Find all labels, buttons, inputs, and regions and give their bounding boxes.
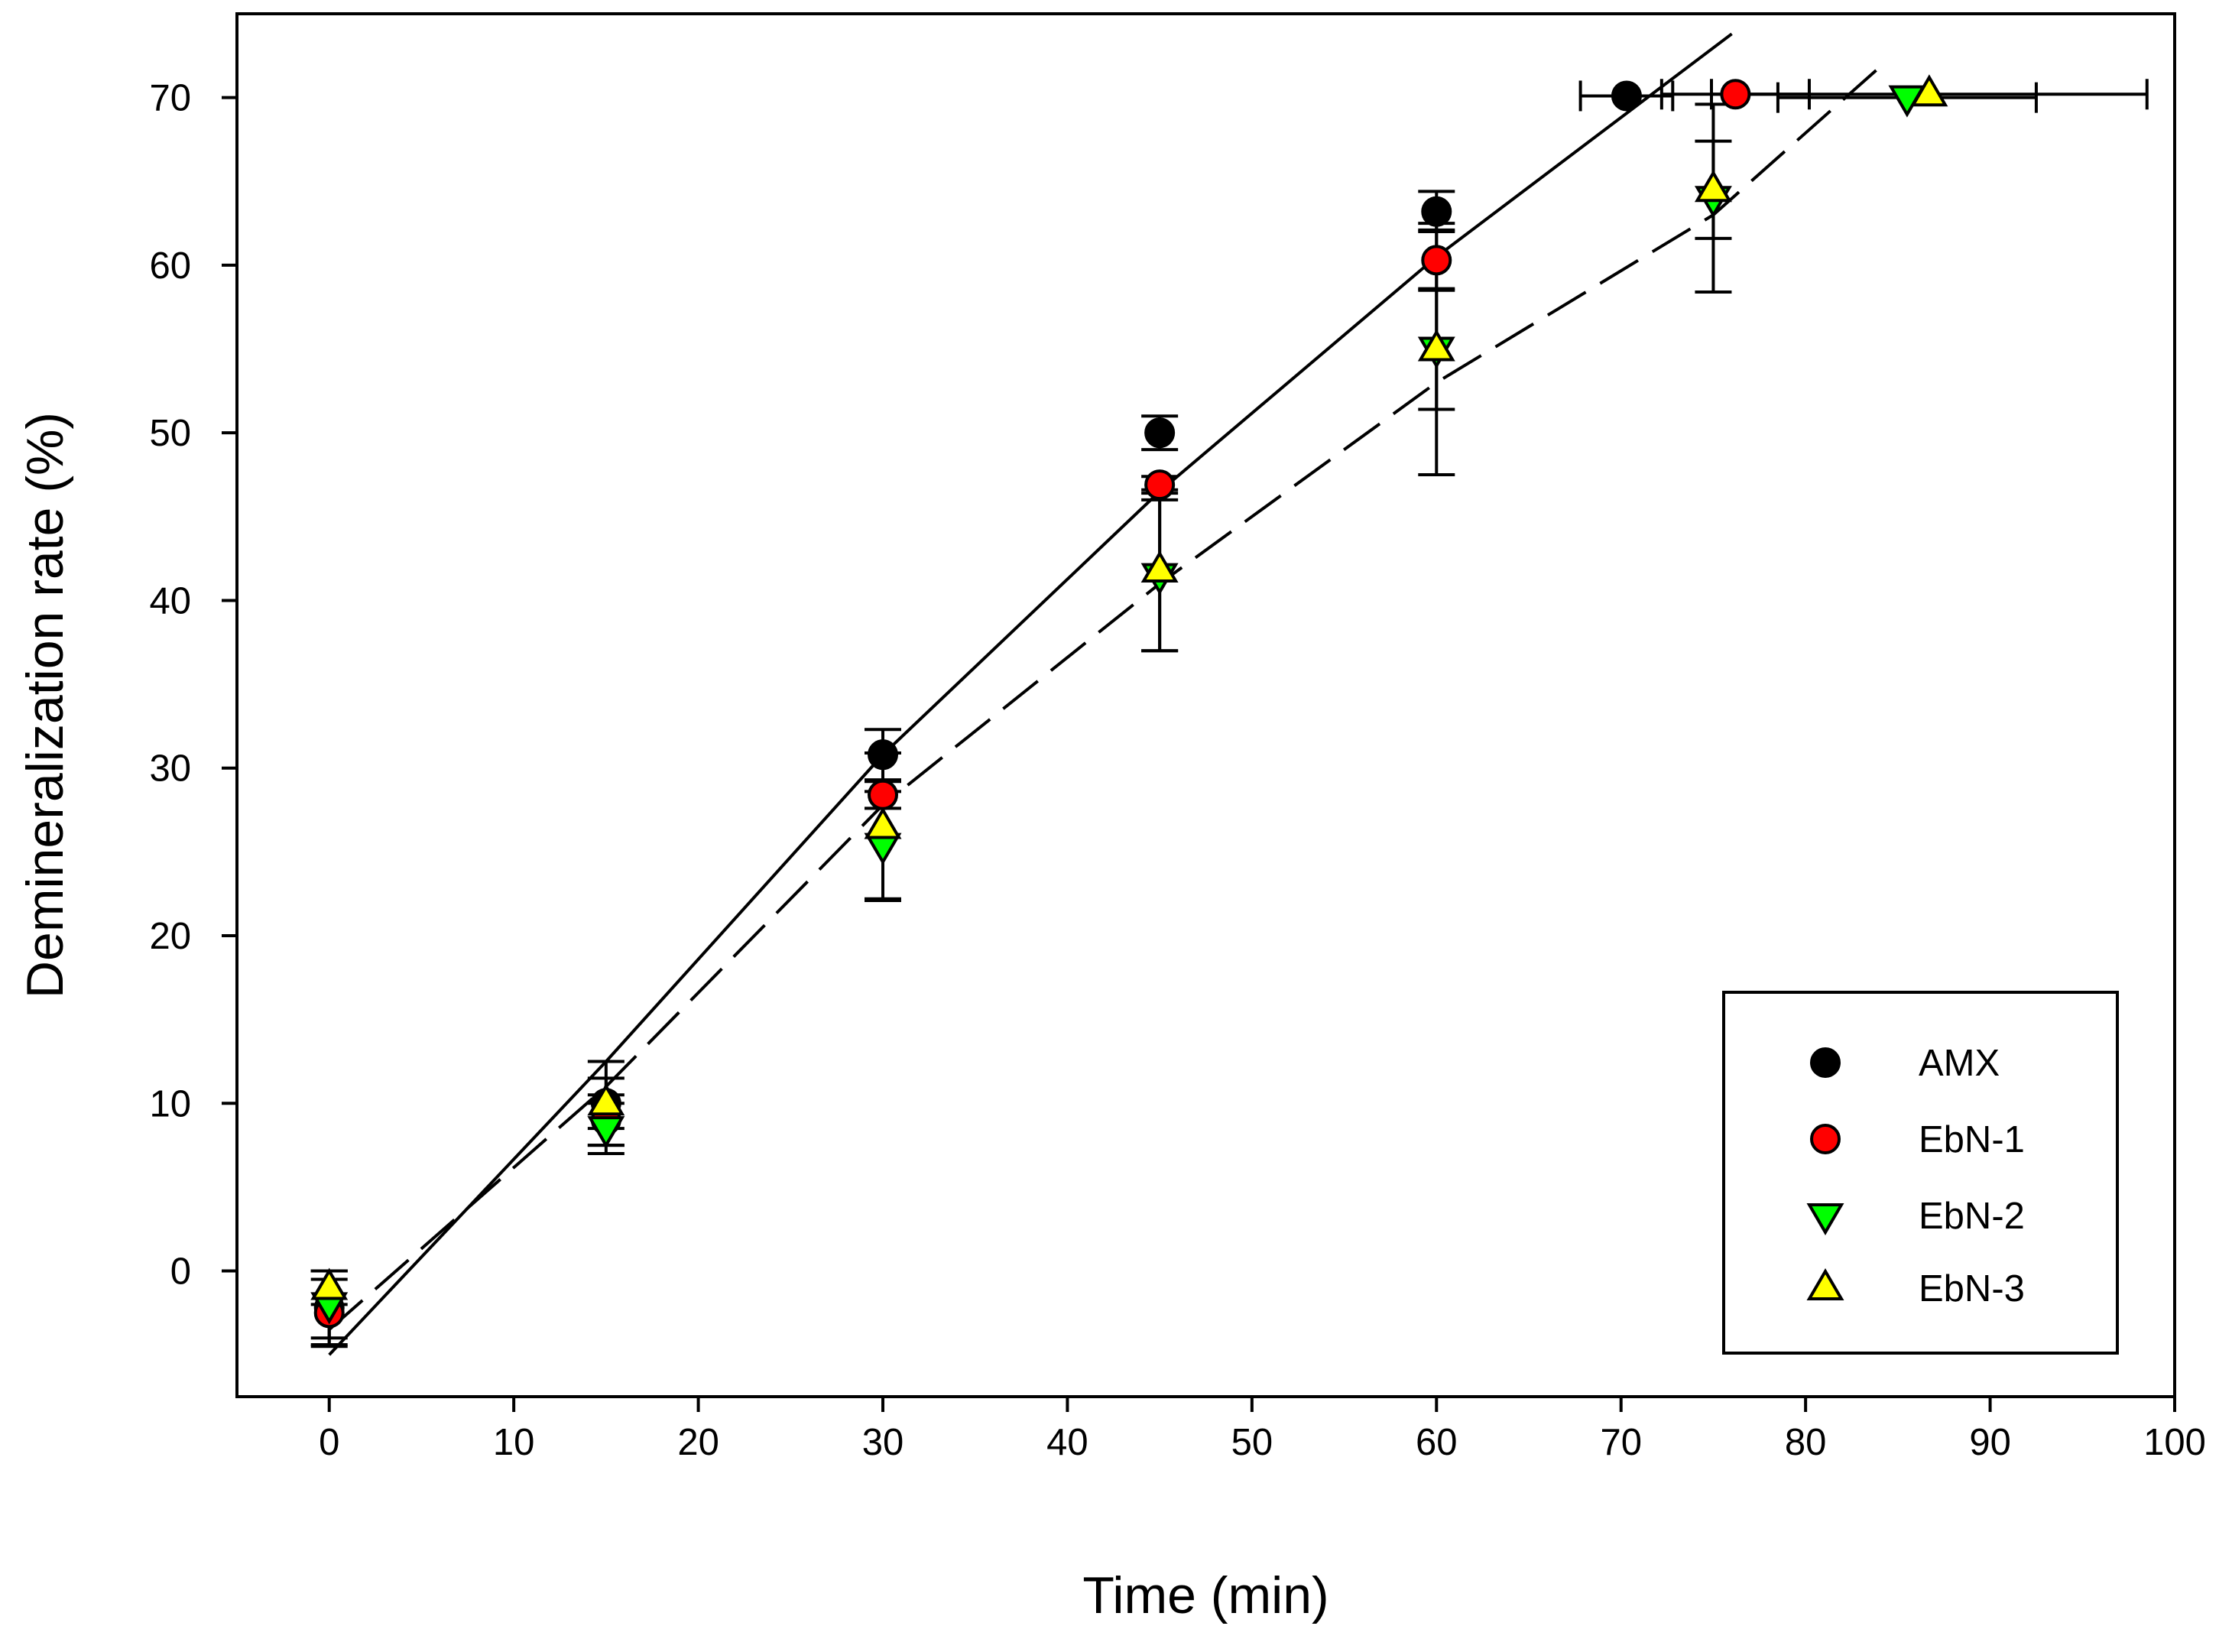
data-point-ebn-2	[587, 1116, 625, 1149]
fit-line-solid	[328, 32, 1733, 1356]
x-axis-ticks: 0 10 20 30 40 50 60 70 80 90 100	[319, 1397, 2206, 1463]
y-tick-label: 30	[149, 748, 191, 790]
x-tick-label: 80	[1785, 1422, 1827, 1463]
legend-label-ebn-3: EbN-3	[1919, 1268, 2025, 1310]
legend-label-ebn-1: EbN-1	[1919, 1119, 2025, 1160]
y-tick-label: 10	[149, 1083, 191, 1125]
x-tick-label: 90	[1969, 1422, 2011, 1463]
data-point-amx	[1144, 417, 1176, 449]
legend-markers	[1806, 1047, 1844, 1300]
y-tick-label: 50	[149, 413, 191, 454]
data-point-ebn-3	[310, 1267, 349, 1300]
legend-box	[1722, 991, 2119, 1355]
data-point-amx	[868, 739, 898, 771]
y-tick-label: 40	[149, 580, 191, 622]
legend-marker-amx	[1810, 1047, 1841, 1078]
data-point-amx	[1421, 196, 1452, 227]
y-axis-title: Demineralization rate (%)	[16, 412, 74, 998]
plot-border	[235, 12, 2176, 1398]
x-tick-label: 20	[677, 1422, 719, 1463]
x-tick-label: 70	[1600, 1422, 1642, 1463]
y-tick-label: 70	[149, 78, 191, 119]
data-point-ebn-1	[1720, 79, 1751, 110]
y-tick-label: 60	[149, 245, 191, 287]
x-axis-title: Time (min)	[1082, 1566, 1328, 1624]
x-tick-label: 10	[493, 1422, 535, 1463]
legend-marker-ebn-2	[1806, 1203, 1844, 1235]
data-markers	[310, 74, 1948, 1329]
legend-marker-ebn-1	[1810, 1124, 1841, 1154]
y-axis-ticks: 0 10 20 30 40 50 60 70	[149, 78, 237, 1293]
x-tick-label: 60	[1416, 1422, 1458, 1463]
y-tick-label: 20	[149, 916, 191, 957]
data-point-amx	[1611, 80, 1642, 112]
data-point-ebn-3	[864, 807, 902, 839]
legend-marker-ebn-3	[1806, 1268, 1844, 1300]
legend: AMX EbN-1 EbN-2 EbN-3	[1722, 991, 2119, 1355]
legend-label-amx: AMX	[1919, 1043, 2000, 1084]
data-point-ebn-3	[1417, 329, 1455, 362]
data-point-ebn-3	[1910, 74, 1948, 107]
legend-label-ebn-2: EbN-2	[1919, 1196, 2025, 1237]
plot-frame	[235, 12, 2176, 1398]
data-point-ebn-3	[1140, 550, 1179, 583]
x-tick-label: 40	[1046, 1422, 1088, 1463]
x-tick-label: 50	[1231, 1422, 1273, 1463]
data-point-ebn-1	[1421, 245, 1452, 276]
data-point-ebn-1	[1144, 469, 1176, 501]
x-tick-label: 0	[319, 1422, 339, 1463]
data-point-ebn-3	[587, 1083, 625, 1116]
y-tick-label: 0	[170, 1251, 191, 1293]
x-tick-label: 100	[2143, 1422, 2206, 1463]
data-point-ebn-3	[1694, 170, 1732, 203]
x-tick-label: 30	[862, 1422, 904, 1463]
data-point-ebn-1	[868, 779, 898, 810]
